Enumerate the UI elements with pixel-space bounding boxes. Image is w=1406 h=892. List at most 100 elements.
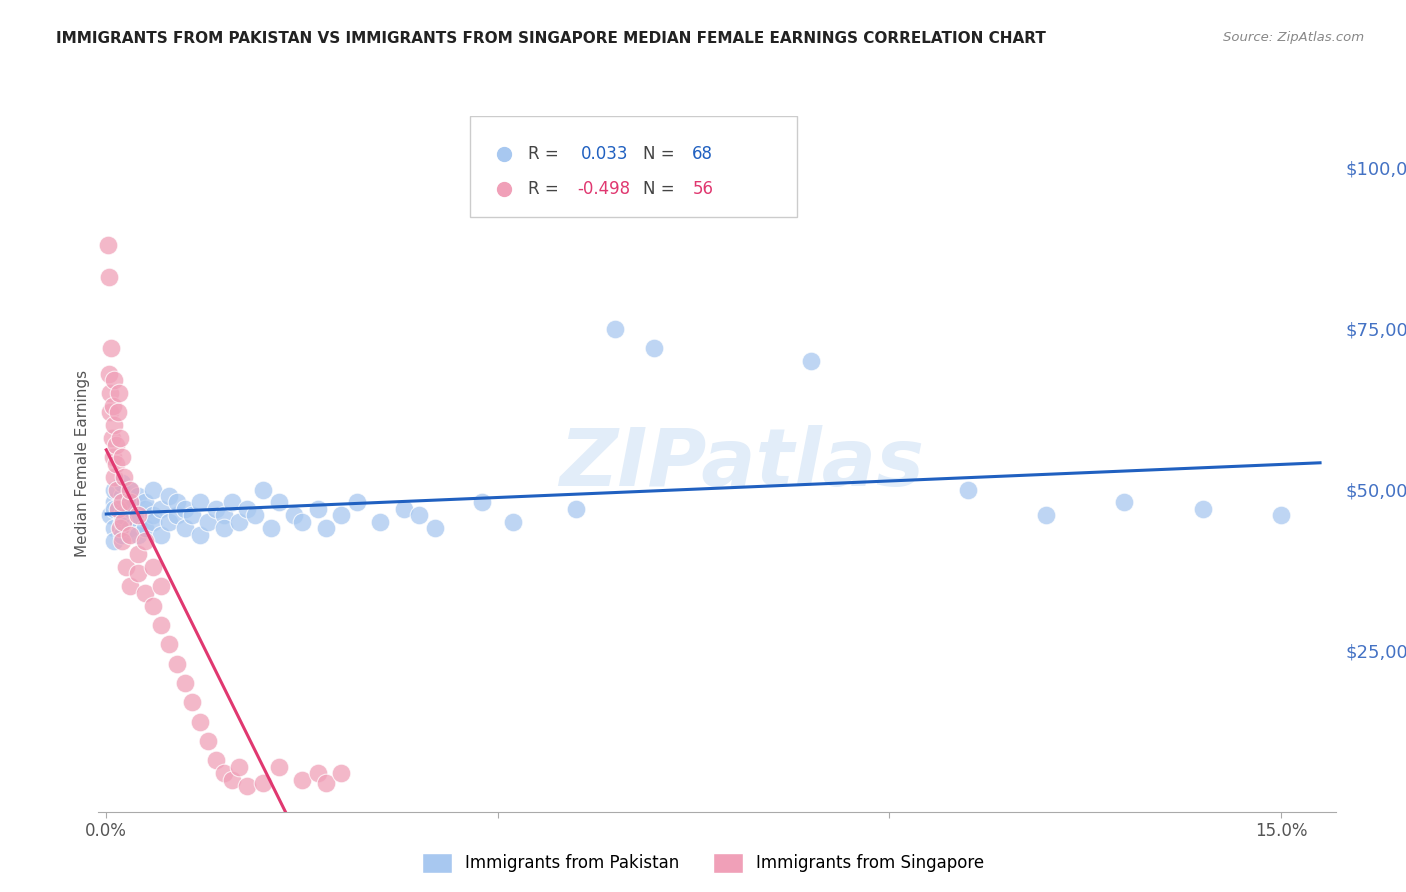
Text: 0.033: 0.033	[581, 145, 628, 163]
Point	[283, 508, 305, 523]
Point	[307, 502, 329, 516]
Point	[142, 483, 165, 497]
Point	[114, 560, 136, 574]
Point	[134, 585, 156, 599]
Text: Source: ZipAtlas.com: Source: ZipAtlas.com	[1223, 31, 1364, 45]
Point	[112, 469, 135, 483]
Point	[111, 495, 134, 509]
FancyBboxPatch shape	[470, 116, 797, 217]
Y-axis label: Median Female Earnings: Median Female Earnings	[75, 370, 90, 558]
Point	[118, 527, 141, 541]
Point	[111, 489, 134, 503]
Point	[110, 431, 132, 445]
Legend: Immigrants from Pakistan, Immigrants from Singapore: Immigrants from Pakistan, Immigrants fro…	[415, 847, 991, 880]
Point	[150, 527, 173, 541]
Point	[127, 547, 149, 561]
Point	[104, 437, 127, 451]
Text: ZIPatlas: ZIPatlas	[560, 425, 924, 503]
Point	[205, 502, 228, 516]
Point	[188, 495, 211, 509]
Point	[150, 618, 173, 632]
Point	[471, 495, 494, 509]
Point	[252, 775, 274, 790]
Point	[166, 657, 188, 671]
Point	[157, 515, 180, 529]
Point	[150, 579, 173, 593]
Point	[142, 560, 165, 574]
Point	[100, 341, 122, 355]
Point	[127, 527, 149, 541]
Point	[173, 502, 195, 516]
Point	[243, 508, 266, 523]
Point	[291, 515, 314, 529]
Point	[502, 515, 524, 529]
Point	[127, 508, 149, 523]
Point	[236, 779, 259, 793]
Point	[221, 495, 243, 509]
Point	[103, 534, 125, 549]
Point	[118, 495, 141, 509]
Point	[1191, 502, 1213, 516]
Point	[565, 502, 588, 516]
Point	[134, 495, 156, 509]
Point	[330, 766, 353, 780]
Point	[97, 270, 120, 285]
Text: R =: R =	[527, 145, 564, 163]
Point	[107, 405, 129, 419]
Text: IMMIGRANTS FROM PAKISTAN VS IMMIGRANTS FROM SINGAPORE MEDIAN FEMALE EARNINGS COR: IMMIGRANTS FROM PAKISTAN VS IMMIGRANTS F…	[56, 31, 1046, 46]
Point	[315, 775, 337, 790]
Point	[107, 502, 129, 516]
Point	[142, 515, 165, 529]
Point	[127, 566, 149, 581]
Point	[111, 508, 134, 523]
Point	[103, 399, 125, 413]
Point	[127, 515, 149, 529]
Point	[103, 418, 125, 433]
Point	[188, 714, 211, 729]
Point	[315, 521, 337, 535]
Point	[236, 502, 259, 516]
Point	[370, 515, 392, 529]
Point	[1035, 508, 1057, 523]
Point	[188, 527, 211, 541]
Text: 56: 56	[692, 180, 713, 198]
Point	[346, 495, 368, 509]
Point	[107, 386, 129, 401]
Point	[181, 695, 204, 709]
Point	[108, 521, 131, 535]
Point	[291, 772, 314, 787]
Point	[605, 321, 627, 335]
Point	[105, 483, 128, 497]
Point	[1114, 495, 1136, 509]
Point	[307, 766, 329, 780]
Point	[173, 676, 195, 690]
Point	[150, 502, 173, 516]
Point	[103, 495, 125, 509]
Point	[142, 508, 165, 523]
Point	[134, 534, 156, 549]
Point	[423, 521, 446, 535]
Point	[166, 508, 188, 523]
Point	[643, 341, 665, 355]
Point	[330, 508, 353, 523]
Point	[100, 431, 122, 445]
Point	[408, 508, 430, 523]
Point	[111, 450, 134, 465]
Point	[267, 495, 290, 509]
Point	[111, 476, 134, 491]
Point	[98, 508, 121, 523]
Point	[97, 237, 120, 252]
Point	[228, 515, 250, 529]
Point	[127, 508, 149, 523]
Point	[267, 759, 290, 773]
Point	[197, 515, 219, 529]
Point	[212, 508, 235, 523]
Text: 68: 68	[692, 145, 713, 163]
Point	[228, 759, 250, 773]
Point	[392, 502, 415, 516]
Point	[103, 373, 125, 387]
Point	[118, 502, 141, 516]
Text: N =: N =	[643, 145, 679, 163]
Point	[166, 495, 188, 509]
Point	[112, 515, 135, 529]
